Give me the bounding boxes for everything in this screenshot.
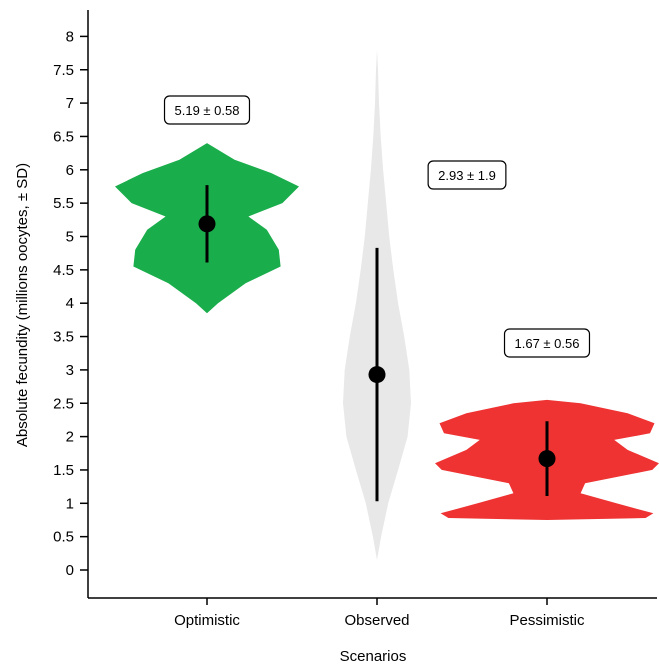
- y-tick-label: 2: [66, 429, 74, 446]
- y-tick-label: 5.5: [53, 195, 74, 212]
- y-tick-label: 0.5: [53, 529, 74, 546]
- y-tick-label: 0: [66, 562, 74, 579]
- annotation-label: 5.19 ± 0.58: [175, 103, 240, 118]
- annotation-pessimistic: 1.67 ± 0.56: [503, 328, 591, 358]
- x-tick-label: Observed: [344, 612, 409, 629]
- annotation-label: 1.67 ± 0.56: [515, 336, 580, 351]
- y-tick-label: 5: [66, 229, 74, 246]
- x-tick-label: Optimistic: [174, 612, 240, 629]
- y-tick-label: 4: [66, 295, 74, 312]
- y-tick-label: 3: [66, 362, 74, 379]
- y-tick-label: 6.5: [53, 128, 74, 145]
- errorbars-layer: [198, 185, 556, 502]
- annotation-optimistic: 5.19 ± 0.58: [163, 95, 251, 125]
- x-ticks: Optimistic Observed Pessimistic: [174, 598, 585, 629]
- mean-point-optimistic: [198, 215, 216, 233]
- mean-point-observed: [368, 366, 386, 384]
- y-tick-label: 3.5: [53, 329, 74, 346]
- annotation-box: [427, 160, 507, 190]
- y-tick-label: 7: [66, 95, 74, 112]
- y-tick-label: 8: [66, 28, 74, 45]
- axes-layer: [87, 10, 657, 599]
- mean-point-pessimistic: [538, 450, 556, 468]
- y-tick-label: 2.5: [53, 395, 74, 412]
- y-axis-title: Absolute fecundity (millions oocytes, ± …: [14, 163, 31, 447]
- y-tick-label: 7.5: [53, 62, 74, 79]
- annotation-label: 2.93 ± 1.9: [438, 168, 496, 183]
- x-tick-label: Pessimistic: [509, 612, 585, 629]
- annotation-box: [163, 95, 251, 125]
- y-tick-label: 4.5: [53, 262, 74, 279]
- annotations: 5.19 ± 0.58 2.93 ± 1.9 1.67 ± 0.56: [163, 95, 591, 358]
- violins-layer: [115, 49, 659, 560]
- x-axis-title: Scenarios: [340, 648, 407, 665]
- y-ticks: 0 0.5 1 1.5 2 2.5 3 3.5 4 4.5 5 5.5 6 6.5 7 7.5 8: [53, 28, 88, 579]
- y-tick-label: 6: [66, 162, 74, 179]
- annotation-observed: 2.93 ± 1.9: [427, 160, 507, 190]
- annotation-box: [503, 328, 591, 358]
- y-tick-label: 1: [66, 495, 74, 512]
- y-tick-label: 1.5: [53, 462, 74, 479]
